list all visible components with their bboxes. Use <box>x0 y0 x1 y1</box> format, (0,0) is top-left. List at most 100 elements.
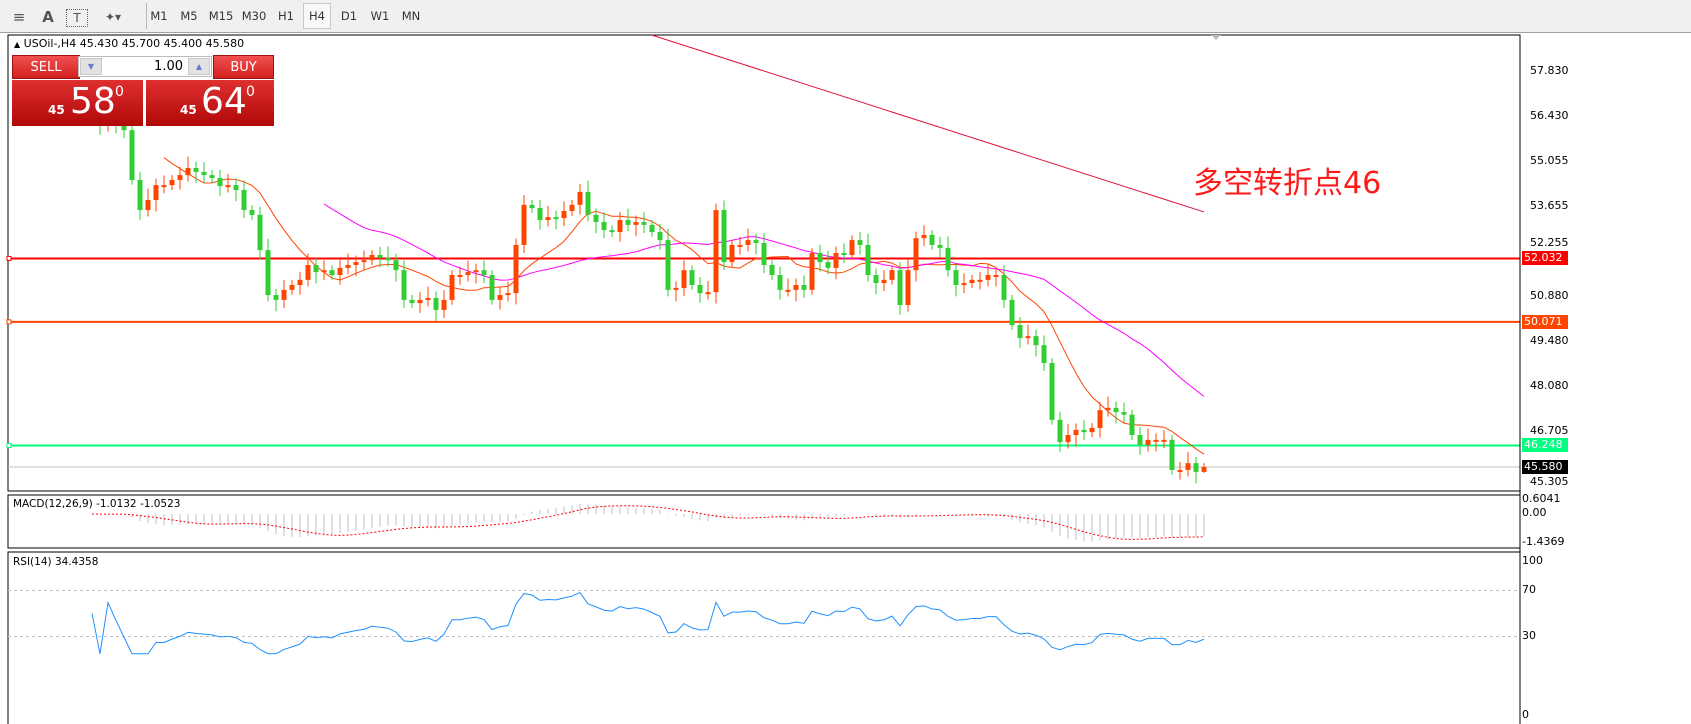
timeframe-h4-button[interactable]: H4 <box>303 3 331 29</box>
candle-body <box>1105 407 1111 411</box>
candle-body <box>825 262 831 268</box>
candle-body <box>689 270 695 286</box>
candle-body <box>617 220 623 233</box>
candle-body <box>393 260 399 271</box>
candle-body <box>857 240 863 245</box>
candle-body <box>377 254 383 258</box>
candle-body <box>985 275 991 280</box>
candle-body <box>249 210 255 215</box>
candle-body <box>281 289 287 300</box>
buy-button[interactable]: BUY <box>213 55 274 79</box>
candle-body <box>313 264 319 273</box>
macd-signal-line <box>91 505 1205 540</box>
chart-annotation-text[interactable]: 多空转折点46 <box>1193 166 1382 201</box>
candle-body <box>889 270 895 280</box>
candle-body <box>1153 439 1159 442</box>
candle-body <box>521 204 527 245</box>
sell-button[interactable]: SELL <box>12 55 80 79</box>
candle-body <box>489 275 495 300</box>
rsi-axis-100: 100 <box>1522 554 1543 567</box>
candle-body <box>969 279 975 284</box>
candle-body <box>921 234 927 239</box>
candle-body <box>185 167 191 176</box>
text-box-icon[interactable]: T <box>66 9 88 27</box>
candle-body <box>1097 410 1103 428</box>
candle-body <box>865 244 871 276</box>
arrows-dropdown-icon[interactable]: ✦▾ <box>104 10 122 24</box>
price-axis-label: 49.480 <box>1530 333 1569 347</box>
lot-size-input[interactable]: ▼ 1.00 ▲ <box>78 56 212 77</box>
sell-price-big-figure: 45 <box>48 103 65 117</box>
candle-body <box>137 179 143 211</box>
candle-body <box>385 257 391 261</box>
candle-body <box>473 270 479 273</box>
candle-body <box>1201 467 1207 472</box>
candle-body <box>761 242 767 265</box>
price-axis-label: 57.830 <box>1530 64 1569 77</box>
fibonacci-fan-icon[interactable]: ≡ <box>12 8 26 26</box>
candle-body <box>793 285 799 290</box>
text-label-icon[interactable]: A <box>42 8 54 26</box>
candle-body <box>945 247 951 271</box>
candle-body <box>769 264 775 276</box>
timeframe-w1-button[interactable]: W1 <box>370 9 390 23</box>
rsi-label: RSI(14) 34.4358 <box>13 556 99 568</box>
buy-price-box[interactable]: 45 64 0 <box>146 80 274 126</box>
candle-body <box>1017 325 1023 339</box>
level-tag-46248: 46.248 <box>1522 438 1568 453</box>
rsi-axis-30: 30 <box>1522 629 1536 642</box>
timeframe-m30-button[interactable]: M30 <box>241 9 267 23</box>
candle-body <box>1169 439 1175 470</box>
price-axis-label: 46.705 <box>1530 423 1569 437</box>
candle-body <box>1009 299 1015 326</box>
candle-body <box>177 175 183 180</box>
timeframe-mn-button[interactable]: MN <box>401 9 421 23</box>
current-price-tag: 45.580 <box>1522 460 1568 475</box>
candle-body <box>545 217 551 221</box>
lot-increase-button[interactable]: ▲ <box>188 58 210 75</box>
candle-body <box>977 279 983 282</box>
candle-body <box>705 292 711 295</box>
candle-body <box>657 232 663 241</box>
timeframe-d1-button[interactable]: D1 <box>340 9 358 23</box>
candle-body <box>153 185 159 200</box>
level-handle <box>6 442 12 448</box>
price-axis-label: 55.055 <box>1530 153 1569 167</box>
timeframe-m15-button[interactable]: M15 <box>208 9 234 23</box>
lot-value: 1.00 <box>154 59 183 74</box>
macd-panel-frame <box>7 494 1521 549</box>
candle-body <box>217 178 223 187</box>
candle-body <box>1145 439 1151 446</box>
candle-body <box>265 250 271 296</box>
candle-body <box>641 221 647 225</box>
buy-price-fraction: 0 <box>246 84 255 100</box>
candle-body <box>873 275 879 284</box>
lot-decrease-button[interactable]: ▼ <box>80 58 102 75</box>
timeframe-m1-button[interactable]: M1 <box>150 9 168 23</box>
collapse-triangle-icon[interactable]: ▲ <box>14 40 21 49</box>
rsi-axis-70: 70 <box>1522 583 1536 596</box>
candle-body <box>833 253 839 268</box>
price-axis-label: 53.655 <box>1530 198 1569 212</box>
candle-body <box>481 270 487 276</box>
candle-body <box>161 185 167 188</box>
candle-body <box>241 189 247 211</box>
ohlc-values: 45.430 45.700 45.400 45.580 <box>79 37 245 50</box>
one-click-trading-panel: SELL ▼ 1.00 ▲ BUY 45 58 0 45 64 0 <box>12 55 274 126</box>
ma-slow-line <box>651 34 1205 213</box>
candle-body <box>729 244 735 263</box>
candle-body <box>529 204 535 209</box>
candle-body <box>1049 362 1055 420</box>
candle-body <box>1177 469 1183 472</box>
ma-fast-line <box>163 157 1205 455</box>
candle-body <box>817 253 823 263</box>
sell-price-box[interactable]: 45 58 0 <box>12 80 143 126</box>
candle-body <box>665 240 671 290</box>
candle-body <box>169 179 175 186</box>
timeframe-h1-button[interactable]: H1 <box>278 9 294 23</box>
candle-body <box>129 130 135 180</box>
rsi-panel-frame <box>7 551 1521 724</box>
chart-shift-marker-icon <box>1211 35 1221 40</box>
timeframe-m5-button[interactable]: M5 <box>180 9 198 23</box>
